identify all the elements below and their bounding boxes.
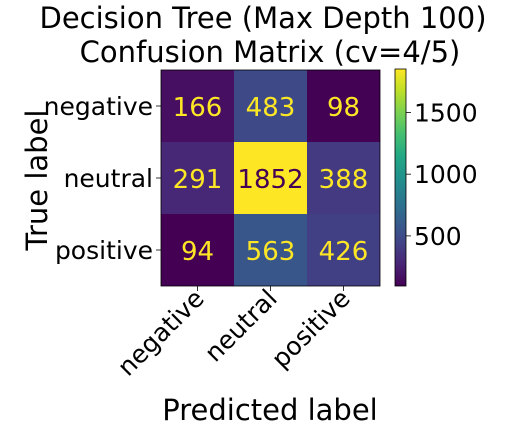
heatmap-cell-negative-neutral <box>234 70 307 142</box>
y-tick-label-positive: positive <box>55 236 153 265</box>
y-tick-label-neutral: neutral <box>64 164 153 193</box>
heatmap-cells <box>160 69 381 287</box>
cell-value-negative-positive: 98 <box>327 93 360 123</box>
colorbar-ticks: 500 1000 1500 <box>406 98 478 251</box>
heatmap-cell-positive-positive <box>307 214 380 286</box>
cell-value-neutral-neutral: 1852 <box>237 165 303 195</box>
cell-value-negative-negative: 166 <box>173 93 223 123</box>
heatmap-cell-neutral-neutral <box>234 142 307 214</box>
colorbar-tick-label-500: 500 <box>414 222 462 251</box>
y-tick-label-negative: negative <box>44 92 153 121</box>
colorbar-gradient <box>394 68 407 287</box>
x-tick-label-negative: negative <box>112 284 210 382</box>
colorbar-tick-label-1500: 1500 <box>414 98 478 127</box>
cell-value-positive-negative: 94 <box>181 237 214 267</box>
cell-value-positive-neutral: 563 <box>246 237 296 267</box>
chart-title-line-2: Confusion Matrix (cv=4/5) <box>80 35 461 69</box>
cell-value-labels: 166 483 98 291 1852 388 94 563 426 <box>173 93 369 267</box>
colorbar-tick-label-1000: 1000 <box>414 160 478 189</box>
cell-value-neutral-positive: 388 <box>319 165 369 195</box>
chart-title-line-1: Decision Tree (Max Depth 100) <box>39 1 486 35</box>
heatmap-cell-positive-neutral <box>234 214 307 286</box>
heatmap-cell-negative-positive <box>307 70 380 142</box>
cell-value-neutral-negative: 291 <box>173 165 223 195</box>
x-axis-label: Predicted label <box>162 393 378 427</box>
heatmap-cell-positive-negative <box>161 214 234 286</box>
heatmap-cell-negative-negative <box>161 70 234 142</box>
heatmap-cell-neutral-negative <box>161 142 234 214</box>
heatmap-cell-neutral-positive <box>307 142 380 214</box>
y-axis-label: True label <box>20 110 54 252</box>
y-axis-ticks: negative neutral positive <box>44 92 161 265</box>
cell-value-positive-positive: 426 <box>319 237 369 267</box>
colorbar: 500 1000 1500 <box>394 68 478 287</box>
chart-title: Decision Tree (Max Depth 100) Confusion … <box>39 1 486 69</box>
x-tick-label-positive: positive <box>266 284 356 374</box>
cell-value-negative-neutral: 483 <box>246 93 296 123</box>
